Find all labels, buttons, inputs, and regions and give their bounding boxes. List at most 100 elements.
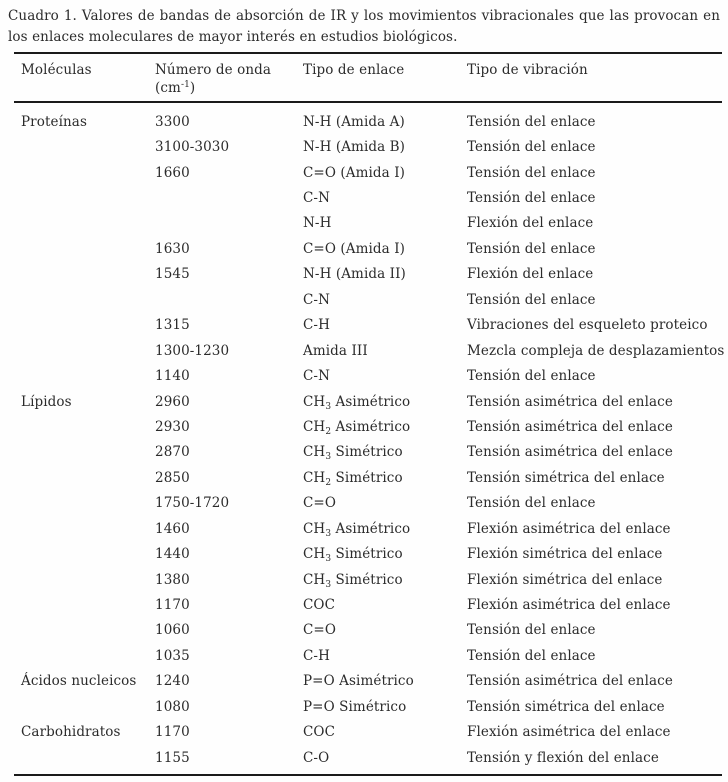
table-cell-vibration: Tensión del enlace (467, 368, 596, 385)
table-cell-bond: C-H (303, 647, 330, 664)
table-cell-wavenumber: 2960 (155, 393, 190, 410)
superscript: -1 (180, 80, 190, 90)
table-cell-bond: COC (303, 724, 336, 741)
table-cell-vibration: Tensión asimétrica del enlace (467, 673, 673, 690)
table-cell-wavenumber: 1545 (155, 266, 190, 283)
table-row: 1630 C=O (Amida I) Tensión del enlace (14, 236, 722, 261)
table-cell-wavenumber: 1460 (155, 520, 190, 537)
table-cell-vibration: Tensión del enlace (467, 113, 596, 130)
table-cell-vibration: Tensión del enlace (467, 139, 596, 156)
subscript: 3 (325, 452, 332, 463)
column-header-vibration: Tipo de vibración (467, 62, 588, 78)
table-row: 1080 P=O Simétrico Tensión simétrica del e… (14, 694, 722, 719)
subscript: 3 (325, 528, 332, 539)
table-cell-wavenumber: 1240 (155, 673, 190, 690)
column-header-molecules: Moléculas (21, 62, 92, 78)
table-cell-bond: COC (303, 597, 336, 614)
table-cell-vibration: Flexión simétrica del enlace (467, 546, 663, 563)
subscript: 3 (325, 554, 332, 565)
table-cell-wavenumber: 2870 (155, 444, 190, 461)
table-row: 1155 C-O Tensión y flexión del enlace (14, 745, 722, 770)
table-cell-vibration: Mezcla compleja de desplazamientos (467, 342, 725, 359)
table-cell-bond: C=O (303, 622, 337, 639)
table-row: 1060 C=O Tensión del enlace (14, 618, 722, 643)
table-row: 1750-1720 C=O Tensión del enlace (14, 491, 722, 516)
subscript: 3 (325, 401, 332, 412)
table-cell-vibration: Flexión simétrica del enlace (467, 571, 663, 588)
table-cell-bond: P=O Asimétrico (303, 673, 414, 690)
table-cell-wavenumber: 1440 (155, 546, 190, 563)
table-cell-molecule: Carbohidratos (21, 724, 121, 741)
ir-absorption-table: Moléculas Número de onda (cm-1) Tipo de … (14, 52, 725, 777)
table-body: Proteínas 3300 N-H (Amida A) Tensión del en… (14, 103, 725, 777)
table-cell-bond: N-H (Amida A) (303, 113, 405, 130)
table-row: C-N Tensión del enlace (14, 185, 722, 210)
table-cell-bond: N-H (Amida B) (303, 139, 406, 156)
table-cell-bond: C=O (Amida I) (303, 240, 406, 257)
table-cell-bond: C=O (303, 495, 337, 512)
column-header-bond: Tipo de enlace (303, 62, 405, 78)
table-cell-bond: CH3 Simétrico (303, 444, 403, 463)
table-cell-vibration: Vibraciones del esqueleto proteico (467, 317, 708, 334)
table-row: 3100-3030 N-H (Amida B) Tensión del enlace (14, 134, 722, 159)
table-cell-wavenumber: 1035 (155, 647, 190, 664)
table-cell-bond: Amida III (303, 342, 368, 359)
table-cell-wavenumber: 2930 (155, 418, 190, 435)
table-cell-vibration: Tensión del enlace (467, 647, 596, 664)
table-cell-vibration: Tensión del enlace (467, 291, 596, 308)
table-cell-bond: C-N (303, 291, 331, 308)
table-cell-molecule: Lípidos (21, 393, 72, 410)
table-cell-bond: N-H (Amida II) (303, 266, 406, 283)
table-row: N-H Flexión del enlace (14, 211, 722, 236)
table-cell-vibration: Tensión simétrica del enlace (467, 469, 665, 486)
table-cell-vibration: Flexión asimétrica del enlace (467, 597, 671, 614)
table-cell-bond: CH2 Simétrico (303, 469, 403, 488)
column-header-wavenumber-line1: Número de onda (155, 62, 272, 78)
table-cell-wavenumber: 1630 (155, 240, 190, 257)
subscript: 2 (325, 477, 332, 488)
table-cell-vibration: Flexión del enlace (467, 215, 594, 232)
table-cell-wavenumber: 3300 (155, 113, 190, 130)
table-row: 1170 COC Flexión asimétrica del enlace (14, 592, 722, 617)
table-row: Ácidos nucleicos 1240 P=O Asimétrico Tensió… (14, 669, 722, 694)
table-cell-wavenumber: 1060 (155, 622, 190, 639)
table-cell-wavenumber: 1140 (155, 368, 190, 385)
table-cell-wavenumber: 1155 (155, 749, 190, 766)
table-row: Carbohidratos 1170 COC Flexión asimétrica d… (14, 720, 722, 745)
table-cell-vibration: Tensión del enlace (467, 622, 596, 639)
table-cell-wavenumber: 2850 (155, 469, 190, 486)
table-row: 2870 CH3 Simétrico Tensión asimétrica del … (14, 440, 722, 465)
table-header-row: Moléculas Número de onda (cm-1) Tipo de … (14, 54, 722, 103)
subscript: 3 (325, 579, 332, 590)
table-cell-bond: C-N (303, 368, 331, 385)
table-cell-vibration: Flexión asimétrica del enlace (467, 724, 671, 741)
table-row: C-N Tensión del enlace (14, 287, 722, 312)
table-cell-vibration: Tensión y flexión del enlace (467, 749, 659, 766)
table-cell-vibration: Tensión asimétrica del enlace (467, 418, 673, 435)
table-row: 2930 CH2 Asimétrico Tensión asimétrica del… (14, 414, 722, 439)
table-row: 1660 C=O (Amida I) Tensión del enlace (14, 160, 722, 185)
table-caption: Cuadro 1. Valores de bandas de absorción… (8, 8, 720, 45)
table-cell-wavenumber: 1170 (155, 724, 190, 741)
table-cell-vibration: Tensión del enlace (467, 240, 596, 257)
table-cell-wavenumber: 1380 (155, 571, 190, 588)
table-cell-bond: CH3 Asimétrico (303, 393, 411, 412)
table-cell-vibration: Tensión asimétrica del enlace (467, 393, 673, 410)
table-row: 1440 CH3 Simétrico Flexión simétrica del e… (14, 541, 722, 566)
table-cell-vibration: Tensión del enlace (467, 190, 596, 207)
table-cell-wavenumber: 1750-1720 (155, 495, 230, 512)
table-cell-wavenumber: 1315 (155, 317, 190, 334)
table-row: 1140 C-N Tensión del enlace (14, 363, 722, 388)
table-cell-wavenumber: 3100-3030 (155, 139, 230, 156)
table-cell-bond: N-H (303, 215, 332, 232)
table-cell-bond: C-N (303, 190, 331, 207)
table-cell-vibration: Flexión del enlace (467, 266, 594, 283)
table-cell-molecule: Proteínas (21, 113, 87, 130)
table-cell-vibration: Tensión simétrica del enlace (467, 698, 665, 715)
column-header-wavenumber: Número de onda (cm-1) (155, 61, 303, 97)
table-cell-bond: C=O (Amida I) (303, 164, 406, 181)
table-cell-wavenumber: 1660 (155, 164, 190, 181)
table-cell-wavenumber: 1300-1230 (155, 342, 230, 359)
table-cell-bond: CH3 Simétrico (303, 571, 403, 590)
table-cell-vibration: Tensión del enlace (467, 164, 596, 181)
